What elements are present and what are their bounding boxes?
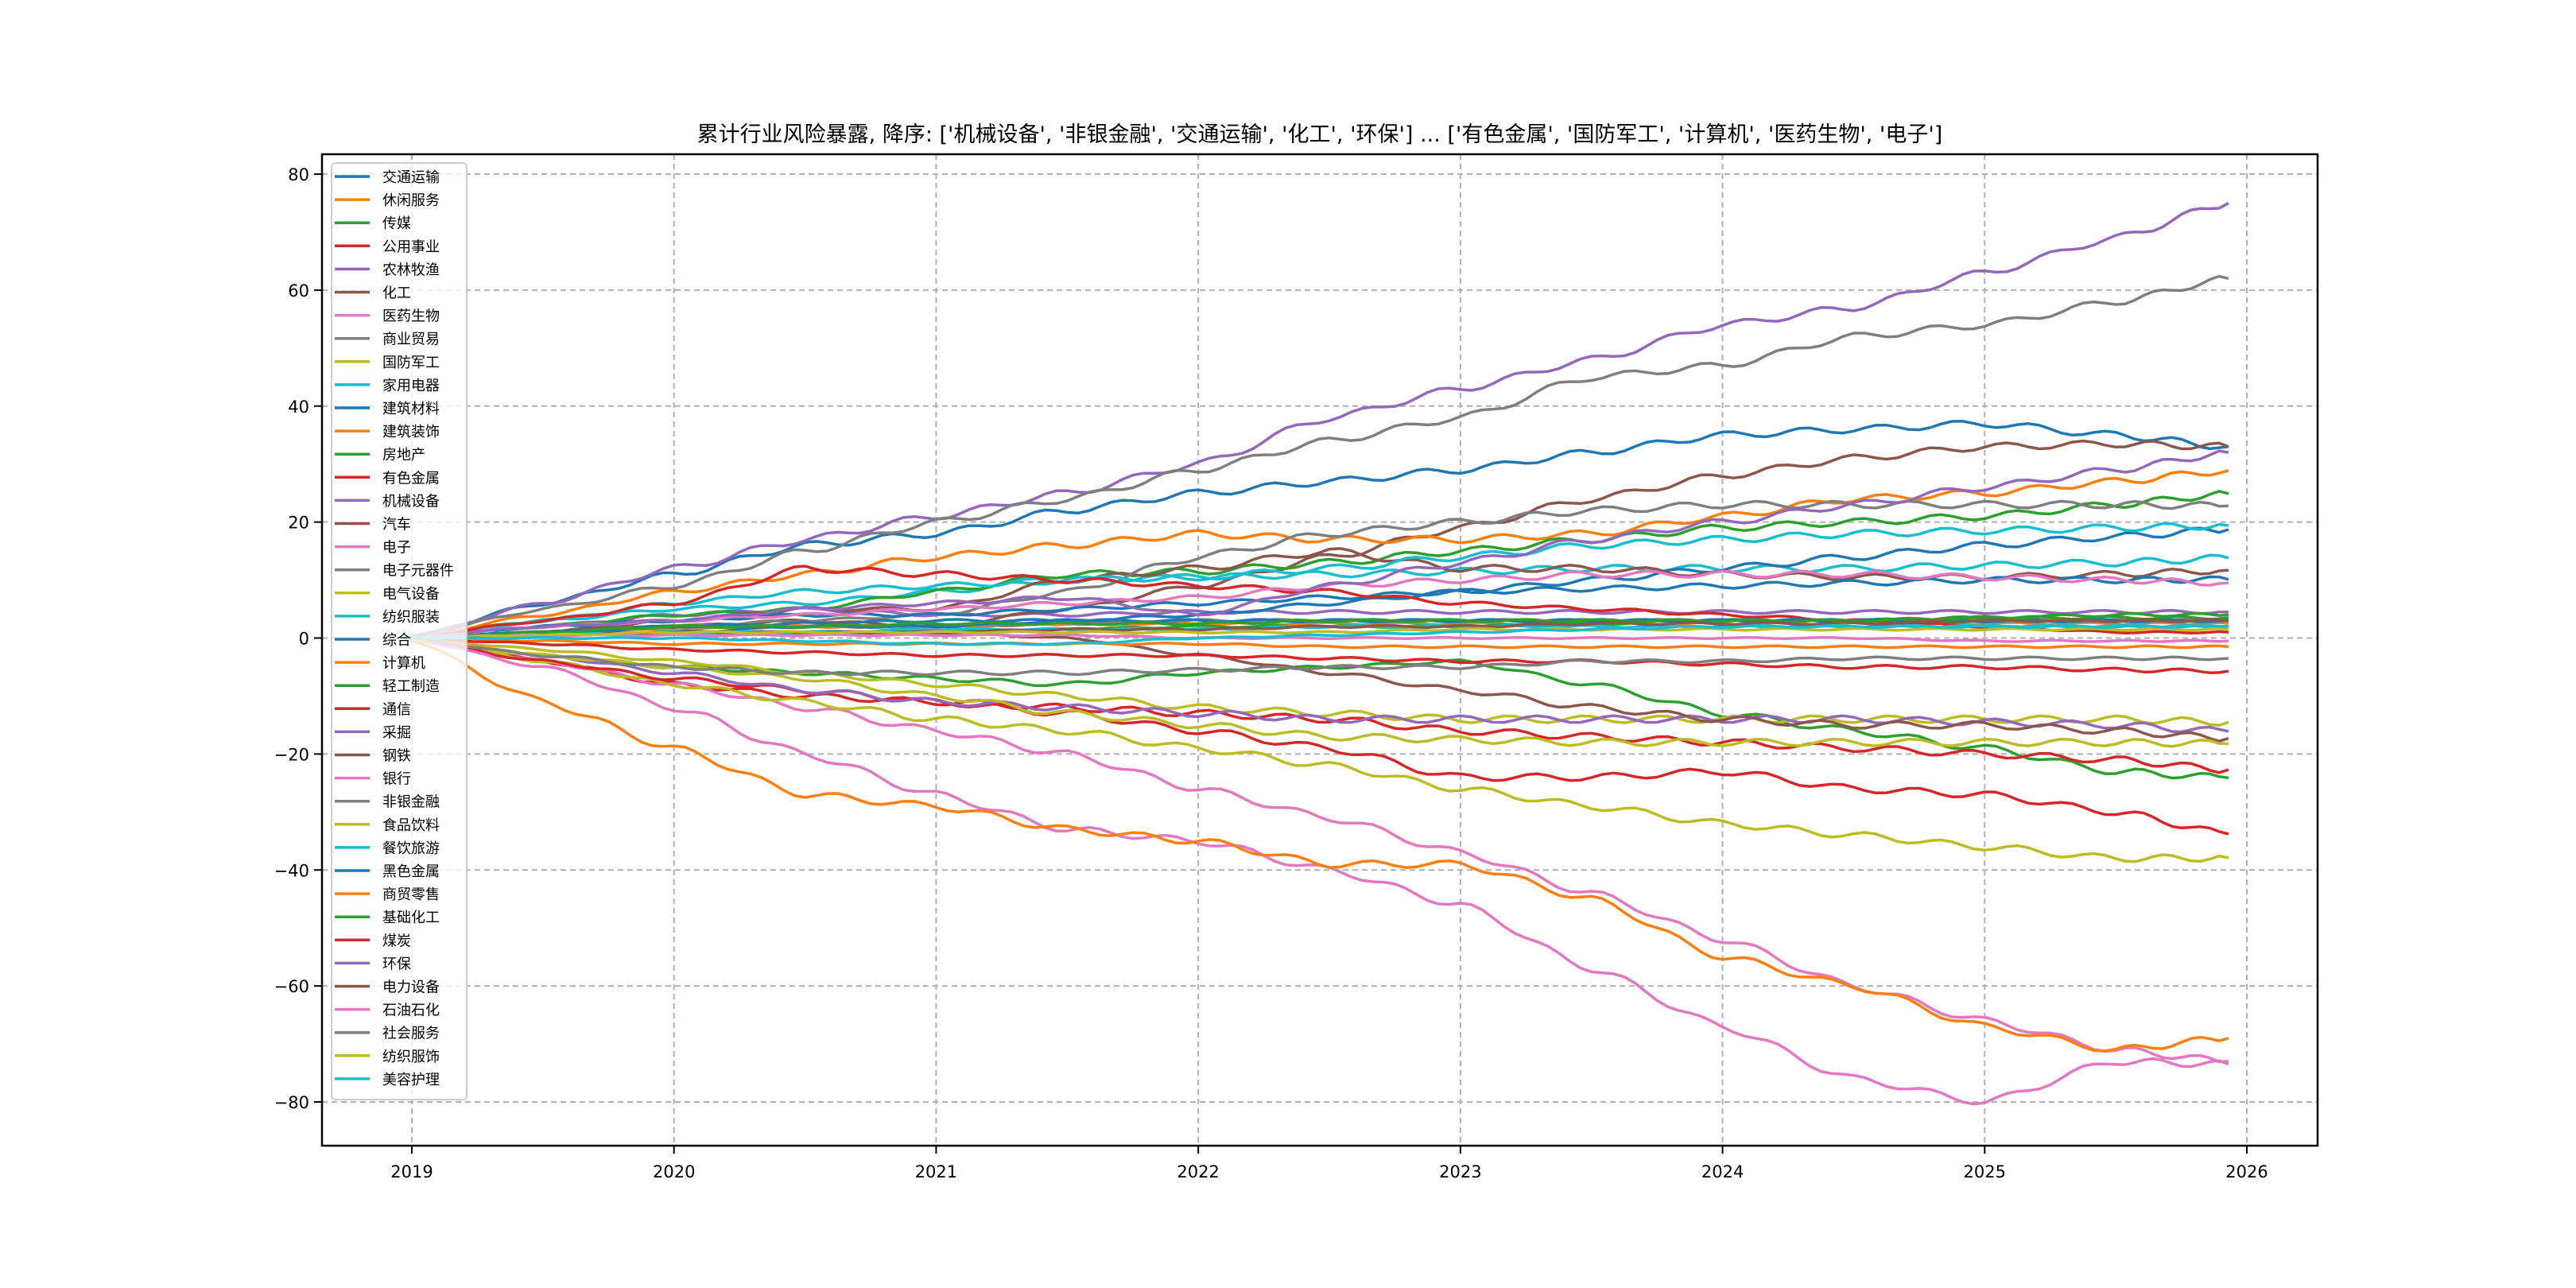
y-tick-label: −80 xyxy=(274,1093,309,1112)
y-tick-label: −60 xyxy=(274,977,309,996)
x-tick-label: 2021 xyxy=(915,1162,957,1181)
legend-label: 基础化工 xyxy=(382,910,440,926)
series-lines xyxy=(403,201,2229,1106)
legend-label: 美容护理 xyxy=(382,1072,440,1088)
series-line xyxy=(403,636,2229,734)
series-line xyxy=(403,636,2229,836)
legend-label: 计算机 xyxy=(382,655,425,672)
legend-label: 环保 xyxy=(382,956,411,972)
legend-label: 商业贸易 xyxy=(382,332,440,348)
legend-label: 纺织服装 xyxy=(382,609,440,626)
chart-title: 累计行业风险暴露, 降序: ['机械设备', '非银金融', '交通运输', '… xyxy=(697,122,1943,147)
series-line xyxy=(404,623,2229,646)
legend-label: 钢铁 xyxy=(382,748,411,765)
series-line xyxy=(403,637,2229,748)
series-line xyxy=(404,636,2229,677)
series-line xyxy=(404,636,2229,650)
series-line xyxy=(403,637,2229,1064)
legend-label: 煤炭 xyxy=(382,933,411,949)
x-tick-label: 2025 xyxy=(1964,1162,2006,1181)
series-line xyxy=(404,553,2229,639)
legend-label: 餐饮旅游 xyxy=(382,840,440,857)
legend-label: 有色金属 xyxy=(382,470,440,487)
series-line xyxy=(403,274,2229,639)
legend-label: 公用事业 xyxy=(382,239,440,255)
legend-label: 医药生物 xyxy=(382,308,440,325)
y-tick-label: 0 xyxy=(299,630,309,649)
legend-box xyxy=(331,162,467,1100)
legend-label: 房地产 xyxy=(382,447,425,464)
y-tick-label: 60 xyxy=(288,281,309,301)
series-line xyxy=(404,633,2229,643)
y-tick-label: −20 xyxy=(274,745,309,764)
legend: 交通运输休闲服务传媒公用事业农林牧渔化工医药生物商业贸易国防军工家用电器建筑材料… xyxy=(331,162,467,1100)
series-line xyxy=(404,439,2229,639)
x-tick-label: 2020 xyxy=(653,1162,695,1181)
legend-label: 汽车 xyxy=(382,517,411,533)
series-line xyxy=(403,637,2229,1053)
legend-label: 黑色金属 xyxy=(382,863,440,880)
series-line xyxy=(403,569,2229,640)
legend-label: 电力设备 xyxy=(382,980,440,996)
series-line xyxy=(403,469,2229,640)
legend-label: 建筑装饰 xyxy=(382,424,440,440)
legend-label: 建筑材料 xyxy=(382,401,440,417)
x-tick-label: 2022 xyxy=(1177,1162,1219,1181)
series-line xyxy=(403,420,2229,640)
legend-label: 非银金融 xyxy=(382,794,440,811)
y-tick-label: 20 xyxy=(288,514,309,533)
axes-frame xyxy=(320,153,2319,1147)
legend-label: 家用电器 xyxy=(382,378,440,394)
legend-label: 化工 xyxy=(382,285,411,302)
series-line xyxy=(403,522,2229,639)
series-line xyxy=(403,564,2229,639)
series-line xyxy=(404,637,2229,727)
series-line xyxy=(404,627,2229,640)
legend-label: 社会服务 xyxy=(382,1026,440,1042)
legend-label: 商贸零售 xyxy=(382,886,440,903)
legend-label: 机械设备 xyxy=(382,493,440,510)
series-line xyxy=(404,636,2229,674)
legend-label: 轻工制造 xyxy=(382,678,440,695)
legend-label: 电子元器件 xyxy=(382,563,454,580)
legend-label: 石油石化 xyxy=(382,1003,440,1019)
x-tick-label: 2024 xyxy=(1701,1162,1744,1181)
y-tick-label: −40 xyxy=(274,861,309,880)
legend-label: 交通运输 xyxy=(382,169,440,186)
series-line xyxy=(403,637,2229,774)
legend-label: 传媒 xyxy=(382,215,411,232)
x-axis: 2019 2020 2021 2022 2023 2024 2025 2026 xyxy=(390,1146,2268,1181)
series-line xyxy=(404,490,2229,639)
legend-label: 休闲服务 xyxy=(382,192,440,209)
series-line xyxy=(403,201,2229,640)
series-line xyxy=(404,449,2229,639)
legend-label: 纺织服饰 xyxy=(382,1049,440,1065)
legend-label: 农林牧渔 xyxy=(382,262,440,278)
x-tick-label: 2026 xyxy=(2225,1162,2268,1181)
legend-label: 食品饮料 xyxy=(382,817,440,834)
legend-label: 综合 xyxy=(382,632,411,649)
y-tick-label: 40 xyxy=(288,398,309,417)
series-line xyxy=(403,636,2229,863)
legend-label: 电气设备 xyxy=(382,586,440,603)
series-line xyxy=(404,611,2229,640)
legend-label: 通信 xyxy=(382,701,411,718)
legend-label: 电子 xyxy=(382,540,411,557)
legend-label: 银行 xyxy=(382,771,411,788)
legend-label: 国防军工 xyxy=(382,355,440,371)
y-axis: 80 60 40 20 0 −20 −40 −60 −80 xyxy=(274,165,322,1112)
y-tick-label: 80 xyxy=(288,165,309,184)
x-tick-label: 2019 xyxy=(390,1162,433,1181)
x-tick-label: 2023 xyxy=(1439,1162,1481,1181)
legend-label: 采掘 xyxy=(382,724,411,741)
grid xyxy=(322,154,2318,1146)
